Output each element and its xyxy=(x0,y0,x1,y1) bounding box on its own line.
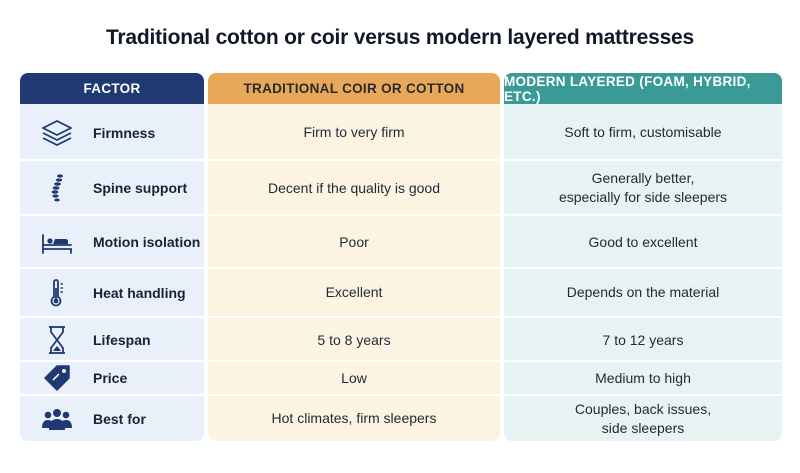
traditional-cell-text: Poor xyxy=(339,233,369,250)
row-divider xyxy=(20,214,782,216)
traditional-cell-text: Low xyxy=(341,369,367,386)
page-title: Traditional cotton or coir versus modern… xyxy=(105,26,695,49)
traditional-cell-text: Decent if the quality is good xyxy=(268,179,440,196)
factor-cell: Spine support xyxy=(20,162,204,214)
factor-label: Lifespan xyxy=(93,332,151,348)
modern-cell: Depends on the material xyxy=(504,270,782,315)
header-factor: FACTOR xyxy=(20,73,204,104)
traditional-cell: 5 to 8 years xyxy=(208,318,500,362)
traditional-cell-text: Firm to very firm xyxy=(303,124,405,140)
traditional-cell: Poor xyxy=(208,217,500,267)
modern-cell: 7 to 12 years xyxy=(504,318,782,362)
row-divider xyxy=(20,159,782,161)
factor-label: Heat handling xyxy=(93,284,186,301)
modern-cell: Generally better, especially for side sle… xyxy=(504,162,782,214)
row-divider xyxy=(20,360,782,362)
thermometer-icon xyxy=(40,278,74,308)
header-traditional: TRADITIONAL COIR OR COTTON xyxy=(208,73,500,104)
modern-cell-text: side sleepers xyxy=(601,419,685,436)
hourglass-icon xyxy=(40,325,74,355)
header-modern: MODERN LAYERED (FOAM, HYBRID, ETC.) xyxy=(504,73,782,104)
modern-cell: Medium to high xyxy=(504,362,782,394)
modern-cell-text: Medium to high xyxy=(595,369,691,386)
factor-cell: Firmness xyxy=(20,106,204,159)
spine-icon xyxy=(40,173,74,203)
table-row: Heat handling Excellent Depends on the mat… xyxy=(0,270,800,315)
factor-label: Spine support xyxy=(93,180,188,196)
factor-label: Firmness xyxy=(93,124,156,141)
modern-cell-text: Couples, back issues, xyxy=(574,400,712,417)
factor-label: Motion isolation xyxy=(93,234,201,250)
traditional-cell: Excellent xyxy=(208,270,500,315)
modern-cell-text: Depends on the material xyxy=(566,284,720,300)
factor-cell: Heat handling xyxy=(20,270,204,315)
modern-cell: Soft to firm, customisable xyxy=(504,106,782,159)
layers-icon xyxy=(40,118,74,148)
row-divider xyxy=(20,267,782,269)
table-row: Motion isolation Poor Good to excellent xyxy=(0,217,800,267)
traditional-cell: Firm to very firm xyxy=(208,106,500,159)
modern-cell-text: Generally better, xyxy=(591,170,695,186)
traditional-cell: Low xyxy=(208,362,500,394)
table-row: Lifespan 5 to 8 years 7 to 12 years xyxy=(0,318,800,362)
traditional-cell-text: Hot climates, firm sleepers xyxy=(271,410,437,426)
factor-cell: Best for xyxy=(20,396,204,441)
modern-column xyxy=(504,73,782,441)
modern-cell-text: Good to excellent xyxy=(588,233,698,250)
table-row: Price Low Medium to high xyxy=(0,362,800,394)
modern-cell-text: 7 to 12 years xyxy=(602,331,684,348)
table-row: Firmness Firm to very firm Soft to firm, c… xyxy=(0,106,800,159)
modern-cell-text: especially for side sleepers xyxy=(558,189,728,205)
factor-cell: Motion isolation xyxy=(20,217,204,267)
row-divider xyxy=(20,394,782,396)
traditional-cell: Decent if the quality is good xyxy=(208,162,500,214)
row-divider xyxy=(20,316,782,318)
factor-label: Price xyxy=(93,370,128,386)
table-row: Best for Hot climates, firm sleepers Coupl… xyxy=(0,396,800,441)
traditional-column xyxy=(208,73,500,441)
traditional-cell: Hot climates, firm sleepers xyxy=(208,396,500,441)
bed-sleeper-icon xyxy=(40,227,74,257)
table-row: Spine support Decent if the quality is go… xyxy=(0,162,800,214)
factor-cell: Price xyxy=(20,362,204,394)
modern-cell: Good to excellent xyxy=(504,217,782,267)
modern-cell: Couples, back issues, side sleepers xyxy=(504,396,782,441)
factor-label: Best for xyxy=(93,410,146,427)
factor-cell: Lifespan xyxy=(20,318,204,362)
modern-cell-text: Soft to firm, customisable xyxy=(564,124,722,140)
traditional-cell-text: 5 to 8 years xyxy=(317,331,391,348)
people-icon xyxy=(40,404,74,434)
price-tag-icon xyxy=(40,363,74,393)
traditional-cell-text: Excellent xyxy=(325,284,383,300)
